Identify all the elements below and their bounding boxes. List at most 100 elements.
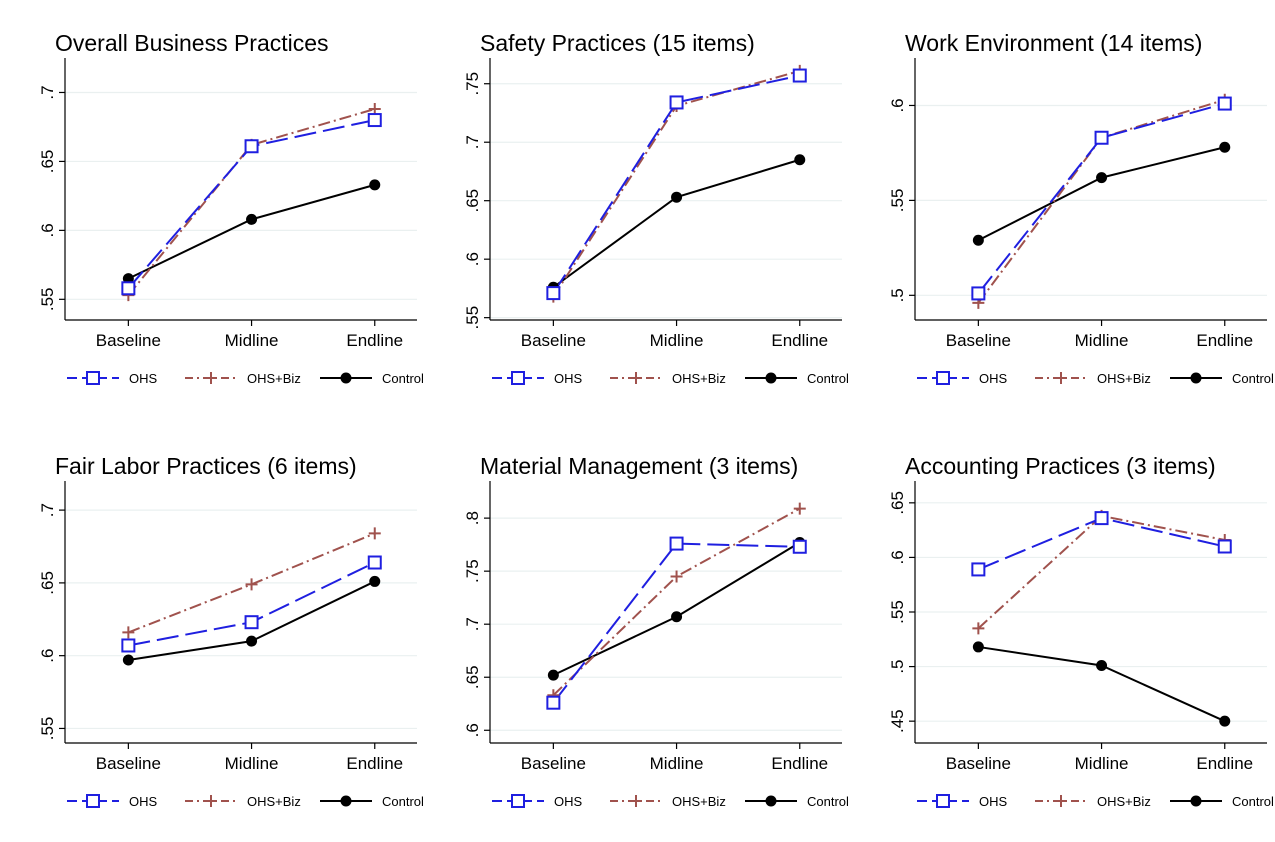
data-point-ohs xyxy=(971,286,986,301)
series-line-ohsbiz xyxy=(552,507,801,696)
y-tick-label: .5 xyxy=(888,659,907,673)
legend: OHS OHS+Biz Control xyxy=(67,371,424,386)
series-line-ohsbiz xyxy=(977,98,1226,304)
x-tick-label: Endline xyxy=(771,754,828,773)
data-point-control xyxy=(246,213,258,225)
x-tick-label: Endline xyxy=(1196,331,1253,350)
y-tick-label: .55 xyxy=(38,717,57,741)
y-tick-label: .65 xyxy=(38,150,57,174)
legend-label: OHS+Biz xyxy=(247,794,301,809)
data-point-control xyxy=(547,669,559,681)
chart-panel-1: Overall Business Practices .55 .6 .65 .7 Base… xyxy=(38,30,424,386)
panel-title: Accounting Practices (3 items) xyxy=(905,453,1216,479)
series-line-ohs xyxy=(977,102,1226,295)
legend-marker xyxy=(630,795,642,807)
y-tick-label: .6 xyxy=(463,723,482,737)
series-line-control xyxy=(978,645,1226,723)
legend-marker xyxy=(340,372,352,384)
legend: OHS OHS+Biz Control xyxy=(917,794,1274,809)
x-tick-label: Midline xyxy=(1075,331,1129,350)
series-line-control xyxy=(552,158,801,289)
chart-panel-5: Material Management (3 items) .6 .65 .7 .75.… xyxy=(463,453,849,809)
panel-title: Material Management (3 items) xyxy=(480,453,798,479)
legend-label: Control xyxy=(807,371,849,386)
y-tick-label: .7 xyxy=(38,85,57,99)
series-line-ohs xyxy=(552,542,800,704)
legend-label: Control xyxy=(382,794,424,809)
legend: OHS OHS+Biz Control xyxy=(917,371,1274,386)
chart-panel-4: Fair Labor Practices (6 items) .55 .6 .65 .7… xyxy=(38,453,424,809)
legend-label: OHS+Biz xyxy=(247,371,301,386)
legend-marker xyxy=(630,372,642,384)
data-point-ohs xyxy=(792,539,807,554)
data-point-control xyxy=(794,154,806,166)
data-point-control xyxy=(1096,659,1108,671)
series-line-control xyxy=(127,183,376,280)
y-tick-label: .75 xyxy=(463,559,482,583)
chart-panel-2: Safety Practices (15 items) .55 .6 .65 .7 .75… xyxy=(463,30,849,386)
y-tick-label: .6 xyxy=(888,98,907,112)
data-point-ohs xyxy=(121,281,136,296)
data-point-control xyxy=(1219,715,1231,727)
x-tick-label: Endline xyxy=(346,754,403,773)
series-line-ohsbiz xyxy=(977,514,1225,630)
y-tick-label: .65 xyxy=(38,571,57,595)
y-tick-label: .65 xyxy=(888,491,907,515)
series-line-control xyxy=(977,146,1225,242)
y-tick-label: .7 xyxy=(38,503,57,517)
y-tick-label: .8 xyxy=(463,511,482,525)
panel-title: Overall Business Practices xyxy=(55,30,329,56)
y-tick-label: .6 xyxy=(463,252,482,266)
x-tick-label: Baseline xyxy=(521,754,586,773)
x-tick-label: Midline xyxy=(650,754,704,773)
data-point-control xyxy=(246,635,258,647)
data-point-ohs xyxy=(1094,130,1109,145)
chart-panel-3: Work Environment (14 items) .5 .55 .6 Baseli… xyxy=(888,30,1274,386)
legend-label: OHS xyxy=(129,794,158,809)
data-point-ohsbiz xyxy=(368,527,381,540)
data-point-ohs xyxy=(546,286,561,301)
data-point-ohs xyxy=(669,95,684,110)
x-tick-label: Baseline xyxy=(946,754,1011,773)
legend-label: OHS+Biz xyxy=(672,371,726,386)
data-point-control xyxy=(369,179,381,191)
data-point-ohs xyxy=(367,113,382,128)
y-tick-label: .55 xyxy=(38,287,57,311)
data-point-ohs xyxy=(1217,539,1232,554)
legend-marker xyxy=(511,371,525,385)
data-point-ohs xyxy=(792,68,807,83)
y-tick-label: .6 xyxy=(38,223,57,237)
y-tick-label: .55 xyxy=(888,189,907,213)
legend-label: OHS xyxy=(129,371,158,386)
data-point-control xyxy=(1219,141,1231,153)
legend-marker xyxy=(1190,795,1202,807)
y-tick-label: .7 xyxy=(463,135,482,149)
data-point-ohsbiz xyxy=(122,626,135,639)
x-tick-label: Baseline xyxy=(521,331,586,350)
legend-marker xyxy=(1055,795,1067,807)
legend-marker xyxy=(1055,372,1067,384)
y-tick-label: .75 xyxy=(463,72,482,96)
legend-marker xyxy=(340,795,352,807)
legend-label: OHS xyxy=(554,371,583,386)
y-tick-label: .45 xyxy=(888,709,907,733)
legend-marker xyxy=(205,372,217,384)
data-point-ohsbiz xyxy=(245,578,258,591)
data-point-control xyxy=(972,641,984,653)
x-tick-label: Endline xyxy=(771,331,828,350)
legend-label: OHS+Biz xyxy=(1097,371,1151,386)
legend-label: OHS+Biz xyxy=(672,794,726,809)
legend: OHS OHS+Biz Control xyxy=(492,794,849,809)
y-tick-label: .5 xyxy=(888,288,907,302)
x-tick-label: Midline xyxy=(650,331,704,350)
legend: OHS OHS+Biz Control xyxy=(492,371,849,386)
data-point-control xyxy=(369,575,381,587)
data-point-control xyxy=(122,654,134,666)
legend-marker xyxy=(765,372,777,384)
legend-marker xyxy=(205,795,217,807)
legend-marker xyxy=(765,795,777,807)
x-tick-label: Baseline xyxy=(946,331,1011,350)
data-point-ohs xyxy=(669,536,684,551)
x-tick-label: Baseline xyxy=(96,331,161,350)
